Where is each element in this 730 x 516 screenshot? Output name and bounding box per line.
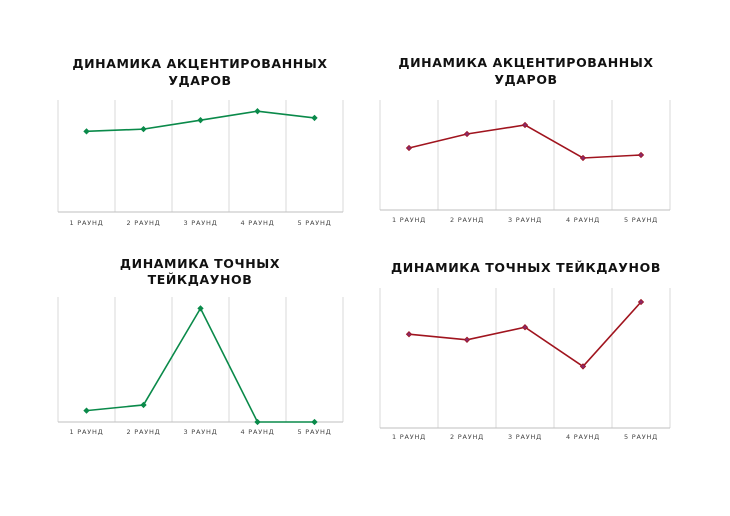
tick-label-2: 2 РАУНД	[450, 216, 484, 224]
chart-takedowns-green: ДИНАМИКА ТОЧНЫХ ТЕЙКДАУНОВ 1 РАУНД 2 РАУНД 3…	[55, 252, 355, 444]
data-point-1	[405, 331, 413, 338]
chart-title-line-1: ДИНАМИКА ТОЧНЫХ	[120, 256, 280, 271]
chart-title-line-1: ДИНАМИКА АКЦЕНТИРОВАННЫХ	[398, 55, 653, 70]
data-point-2	[140, 125, 147, 133]
chart-title-line-1: ДИНАМИКА АКЦЕНТИРОВАННЫХ	[72, 56, 327, 71]
data-point-3	[197, 116, 204, 124]
series-line-1	[408, 301, 642, 368]
chart-svg: ДИНАМИКА ТОЧНЫХ ТЕЙКДАУНОВ 1 РАУНД 2 РАУНД…	[379, 260, 671, 441]
data-point-2	[140, 401, 147, 409]
series-line-1	[86, 306, 315, 423]
tick-label-5: 5 РАУНД	[297, 428, 331, 436]
data-point-3	[197, 305, 204, 312]
tick-label-4: 4 РАУНД	[566, 433, 600, 441]
tick-label-1: 1 РАУНД	[69, 428, 103, 436]
tick-label-4: 4 РАУНД	[566, 216, 600, 224]
tick-label-3: 3 РАУНД	[183, 219, 217, 227]
tick-label-3: 3 РАУНД	[183, 428, 217, 436]
tick-label-1: 1 РАУНД	[392, 216, 426, 224]
chart-svg: ДИНАМИКА АКЦЕНТИРОВАННЫХ УДАРОВ 1 РАУНД 2 Р…	[57, 56, 344, 227]
data-point-5	[311, 418, 318, 426]
data-point-5	[637, 298, 645, 306]
tick-label-5: 5 РАУНД	[297, 219, 331, 227]
data-point-4	[254, 108, 261, 115]
data-point-2	[463, 336, 471, 343]
chart-title-line-2: УДАРОВ	[168, 73, 231, 88]
chart-title-line-2: ТЕЙКДАУНОВ	[148, 272, 253, 287]
tick-label-2: 2 РАУНД	[450, 433, 484, 441]
tick-label-3: 3 РАУНД	[508, 216, 542, 224]
chart-title-line-2: УДАРОВ	[494, 72, 557, 87]
tick-label-1: 1 РАУНД	[392, 433, 426, 441]
data-point-2	[463, 130, 471, 138]
data-point-1	[83, 407, 90, 414]
data-point-5	[637, 151, 645, 159]
data-point-3	[521, 324, 529, 331]
series-line-1	[408, 124, 642, 159]
tick-label-1: 1 РАУНД	[69, 219, 103, 227]
data-point-4	[579, 363, 587, 370]
data-point-5	[311, 114, 318, 122]
chart-accented-strikes-red: ДИНАМИКА АКЦЕНТИРОВАННЫХ УДАРОВ 1 РАУНД 2 Р…	[372, 50, 682, 240]
tick-label-3: 3 РАУНД	[508, 433, 542, 441]
chart-title-line-1: ДИНАМИКА ТОЧНЫХ ТЕЙКДАУНОВ	[391, 260, 661, 275]
chart-accented-strikes-green: ДИНАМИКА АКЦЕНТИРОВАННЫХ УДАРОВ 1 РАУНД 2 Р…	[55, 50, 355, 240]
data-point-1	[83, 128, 90, 135]
chart-takedowns-red: ДИНАМИКА ТОЧНЫХ ТЕЙКДАУНОВ 1 РАУНД 2 РАУНД…	[372, 252, 682, 448]
data-point-4	[579, 154, 587, 162]
tick-label-4: 4 РАУНД	[240, 428, 274, 436]
tick-label-5: 5 РАУНД	[624, 216, 658, 224]
tick-label-4: 4 РАУНД	[240, 219, 274, 227]
data-point-3	[521, 121, 529, 129]
data-point-1	[405, 144, 413, 152]
tick-label-5: 5 РАУНД	[624, 433, 658, 441]
tick-label-2: 2 РАУНД	[126, 219, 160, 227]
chart-svg: ДИНАМИКА АКЦЕНТИРОВАННЫХ УДАРОВ 1 РАУНД 2 Р…	[379, 55, 671, 224]
data-point-4	[254, 418, 261, 426]
tick-label-2: 2 РАУНД	[126, 428, 160, 436]
